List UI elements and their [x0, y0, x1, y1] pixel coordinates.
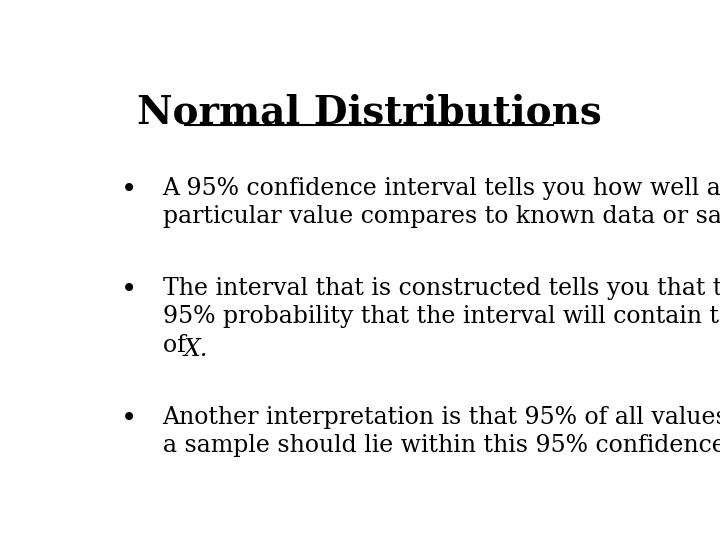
- Text: Another interpretation is that 95% of all values found in
a sample should lie wi: Another interpretation is that 95% of al…: [163, 406, 720, 457]
- Text: •: •: [121, 177, 138, 204]
- Text: X.: X.: [184, 338, 208, 361]
- Text: Normal Distributions: Normal Distributions: [137, 94, 601, 132]
- Text: The interval that is constructed tells you that there is a
95% probability that : The interval that is constructed tells y…: [163, 277, 720, 356]
- Text: •: •: [121, 406, 138, 433]
- Text: A 95% confidence interval tells you how well a
particular value compares to know: A 95% confidence interval tells you how …: [163, 177, 720, 228]
- Text: •: •: [121, 277, 138, 304]
